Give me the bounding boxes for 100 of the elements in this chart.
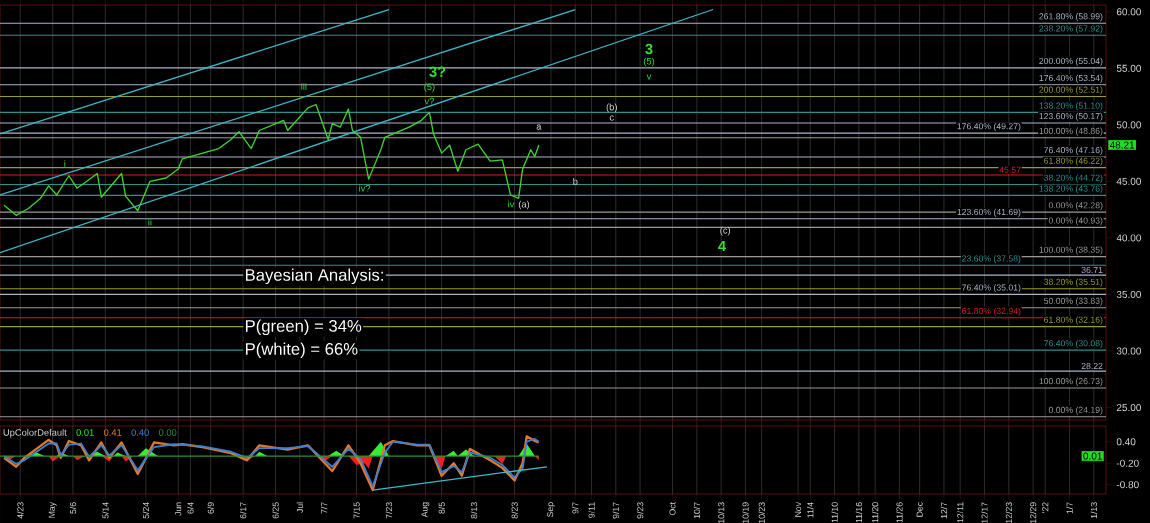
ref-line-label: 61.80% (32.94) xyxy=(962,307,1021,316)
ref-line-label: 36.71 xyxy=(1081,266,1103,274)
text: 48.21 xyxy=(1109,141,1135,149)
x-tick-label: Jul xyxy=(296,502,303,513)
annotation: i xyxy=(64,159,66,167)
annotation: P(green) = 34% xyxy=(245,319,362,336)
annotation: (a) xyxy=(518,200,530,210)
x-tick-label: 10/13 xyxy=(717,502,725,523)
x-tick-label: 11/16 xyxy=(855,502,863,523)
ref-line-label: 76.40% (35.01) xyxy=(962,284,1021,293)
annotation: (5) xyxy=(424,83,435,92)
x-tick-label: 5/14 xyxy=(102,502,109,519)
annotation: (b) xyxy=(606,103,617,113)
y-tick-label: -0.20 xyxy=(1116,459,1139,467)
y-tick-label: 35.00 xyxy=(1116,290,1142,299)
ref-line-label: 100.00% (48.86) xyxy=(1039,127,1103,136)
x-tick-label: 12/23 xyxy=(1005,502,1012,523)
x-tick-label: 1/13 xyxy=(1090,502,1098,519)
y-tick-label: 55.00 xyxy=(1116,64,1142,72)
ref-line-label: 0.00% (24.19) xyxy=(1048,406,1103,415)
x-tick-label: 11/10 xyxy=(831,502,838,523)
x-tick-label: 8/5 xyxy=(438,502,445,514)
ref-line-label: 100.00% (26.73) xyxy=(1039,377,1103,386)
ref-line-label: 61.80% (32.16) xyxy=(1044,316,1103,325)
ref-line-label: 23.60% (37.58) xyxy=(962,255,1021,264)
ref-line-label: 100.00% (38.35) xyxy=(1039,246,1103,255)
x-tick-label: 7/15 xyxy=(353,502,360,519)
ref-line-label: 238.20% (57.92) xyxy=(1039,25,1103,34)
ref-line-label: 176.40% (49.27) xyxy=(957,122,1021,132)
x-tick-label: 5/6 xyxy=(69,502,77,514)
annotation: (c) xyxy=(720,226,731,236)
ref-line-label: 176.40% (53.54) xyxy=(1039,74,1103,83)
annotation: iv? xyxy=(359,184,371,192)
line-series xyxy=(3,103,540,216)
x-tick-label: 11/26 xyxy=(896,502,903,523)
x-tick-label: Aug xyxy=(421,502,430,518)
x-tick-label: 6/25 xyxy=(272,502,279,519)
ref-line-label: 61.80% (46.22) xyxy=(1044,157,1103,166)
x-tick-label: 1/7 xyxy=(1066,502,1073,514)
ref-line-label: 0.00% (40.93) xyxy=(1048,217,1103,226)
y-tick-label: 25.00 xyxy=(1116,404,1142,412)
text: 0.00 xyxy=(158,429,177,436)
x-tick-label: 9/23 xyxy=(636,502,644,519)
x-tick-label: 7/7 xyxy=(320,502,328,514)
y-tick-label: 30.00 xyxy=(1116,347,1142,355)
x-tick-label: Nov xyxy=(795,501,802,517)
x-tick-label: Dec xyxy=(916,502,923,517)
x-tick-label: 6/9 xyxy=(207,502,214,514)
annotation: 4 xyxy=(718,240,726,252)
ref-line-label: 0.00% (42.28) xyxy=(1048,202,1103,211)
x-tick-label: 7/23 xyxy=(385,502,393,519)
ref-line-label: 45.57 xyxy=(999,166,1021,173)
ref-line-label: 123.60% (41.69) xyxy=(957,208,1021,217)
x-tick-label: 12/11 xyxy=(956,502,964,523)
x-tick-label: 12/17 xyxy=(981,502,988,523)
x-tick-label: 10/19 xyxy=(742,502,749,523)
ref-line-label: 38.20% (44.72) xyxy=(1044,174,1103,183)
x-tick-label: 12/7 xyxy=(940,502,948,519)
ref-line-label: 76.40% (47.16) xyxy=(1044,146,1103,155)
ref-line-label: 138.20% (51.10) xyxy=(1039,102,1103,111)
annotation: v xyxy=(646,74,652,80)
x-tick-label: 9/7 xyxy=(572,502,579,514)
annotation: (5) xyxy=(643,57,655,67)
x-tick-label: 8/23 xyxy=(511,502,518,519)
ref-line-label: 28.22 xyxy=(1081,362,1103,370)
x-tick-label: 9/17 xyxy=(612,502,619,519)
x-tick-label: Oct xyxy=(669,502,676,516)
x-tick-label: 4/23 xyxy=(17,502,24,519)
y-tick-label: 0.40 xyxy=(1116,438,1136,446)
annotation: ii xyxy=(148,218,152,226)
x-tick-label: 5/24 xyxy=(142,502,150,519)
y-tick-label: 50.00 xyxy=(1116,121,1142,129)
x-tick-label: 8/13 xyxy=(470,502,478,519)
ref-line-label: 38.20% (35.51) xyxy=(1044,278,1103,287)
y-tick-label: 40.00 xyxy=(1116,234,1142,242)
series-label: 0.41 xyxy=(103,429,122,436)
annotation: c xyxy=(609,115,614,121)
annotation: 3? xyxy=(429,66,446,77)
annotation: iii xyxy=(301,83,307,90)
ref-line-label: 138.20% (43.76) xyxy=(1039,185,1103,194)
annotation: Bayesian Analysis: xyxy=(245,268,383,285)
x-tick-label: Jun xyxy=(175,502,182,516)
y-tick-label: 60.00 xyxy=(1116,8,1142,16)
x-tick-label: 6/4 xyxy=(187,502,194,514)
x-tick-label: 12/29 xyxy=(1029,502,1037,523)
x-tick-label: May xyxy=(48,501,57,518)
y-tick-label: -0.80 xyxy=(1116,481,1139,489)
annotation: iv xyxy=(508,200,515,208)
x-tick-label: 10/23 xyxy=(758,502,765,523)
chart-title: UpColorDefault xyxy=(3,428,67,438)
ref-line-label: 50.00% (33.83) xyxy=(1044,297,1103,306)
ref-line-label: 200.00% (55.04) xyxy=(1039,57,1103,66)
series-label: 0.01 xyxy=(76,429,94,436)
annotation: b xyxy=(573,177,578,185)
annotation: 0.01 xyxy=(1083,452,1102,460)
y-tick-label: 45.00 xyxy=(1116,177,1142,185)
annotation: 3 xyxy=(645,43,653,55)
annotation: a xyxy=(536,124,542,130)
series-label: 0.40 xyxy=(131,429,149,436)
x-tick-label: '22 xyxy=(1042,502,1049,513)
